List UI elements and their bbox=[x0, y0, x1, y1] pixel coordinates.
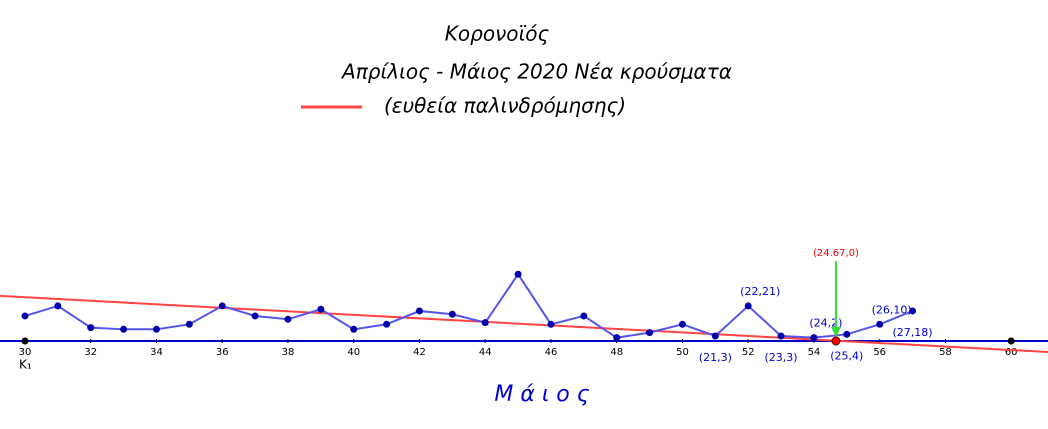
data-point bbox=[350, 325, 358, 333]
x-tick-label: 38 bbox=[282, 347, 295, 358]
x-tick-label: 50 bbox=[676, 347, 689, 358]
data-point bbox=[152, 325, 160, 333]
point-label: (23,3) bbox=[765, 351, 798, 364]
data-line bbox=[24, 272, 913, 339]
data-point bbox=[678, 320, 686, 328]
data-point bbox=[218, 302, 226, 310]
axis-point bbox=[21, 337, 29, 345]
data-point bbox=[383, 320, 391, 328]
x-tick-label: 52 bbox=[742, 347, 755, 358]
x-tick-label: 32 bbox=[84, 347, 97, 358]
data-point bbox=[613, 334, 621, 342]
point-label: (24,2) bbox=[809, 317, 842, 330]
data-point bbox=[251, 312, 259, 320]
x-tick-label: 36 bbox=[216, 347, 229, 358]
axis-point bbox=[1007, 337, 1015, 345]
data-point bbox=[448, 310, 456, 318]
intercept-label: (24.67,0) bbox=[813, 248, 859, 259]
point-label: (21,3) bbox=[699, 351, 732, 364]
x-tick-label: 30 bbox=[19, 347, 32, 358]
data-point bbox=[580, 312, 588, 320]
x-tick-label: 46 bbox=[545, 347, 558, 358]
data-point bbox=[514, 270, 522, 278]
x-tick-label: 40 bbox=[347, 347, 360, 358]
data-point bbox=[777, 332, 785, 340]
intercept-point bbox=[831, 336, 841, 346]
x-tick-label: 60 bbox=[1005, 347, 1018, 358]
data-point bbox=[481, 319, 489, 327]
regression-line bbox=[0, 294, 1048, 354]
x-tick-label: 44 bbox=[479, 347, 492, 358]
point-label: (26,10) bbox=[872, 303, 912, 316]
data-point bbox=[810, 334, 818, 342]
point-label: (27,18) bbox=[893, 326, 933, 339]
data-point bbox=[185, 320, 193, 328]
x-tick-label: 58 bbox=[939, 347, 952, 358]
data-point bbox=[120, 325, 128, 333]
x-tick-label: 34 bbox=[150, 347, 163, 358]
x-tick-label: 42 bbox=[413, 347, 426, 358]
data-point bbox=[415, 307, 423, 315]
x-tick-label: 48 bbox=[610, 347, 623, 358]
data-point bbox=[87, 324, 95, 332]
data-point bbox=[711, 332, 719, 340]
axis-point-label: K₁ bbox=[19, 358, 32, 372]
data-point bbox=[843, 330, 851, 338]
data-point bbox=[744, 302, 752, 310]
arrow-head bbox=[830, 327, 841, 338]
data-point bbox=[21, 312, 29, 320]
point-label: (22,21) bbox=[740, 285, 780, 298]
x-tick-label: 54 bbox=[808, 347, 821, 358]
data-point bbox=[909, 307, 917, 315]
legend-label: (ευθεία παλινδρόμησης) bbox=[384, 94, 626, 118]
data-point bbox=[317, 305, 325, 313]
data-point bbox=[646, 329, 654, 337]
chart-title: Κορονοϊός bbox=[445, 22, 550, 46]
chart-subtitle: Απρίλιος - Μάιος 2020 Νέα κρούσματα bbox=[340, 60, 732, 84]
x-axis-title: Μ ά ι ο ς bbox=[494, 382, 589, 407]
point-label: (25,4) bbox=[830, 349, 863, 362]
data-point bbox=[284, 315, 292, 323]
data-point bbox=[876, 320, 884, 328]
x-tick-label: 56 bbox=[873, 347, 886, 358]
data-point bbox=[547, 320, 555, 328]
data-point bbox=[54, 302, 62, 310]
